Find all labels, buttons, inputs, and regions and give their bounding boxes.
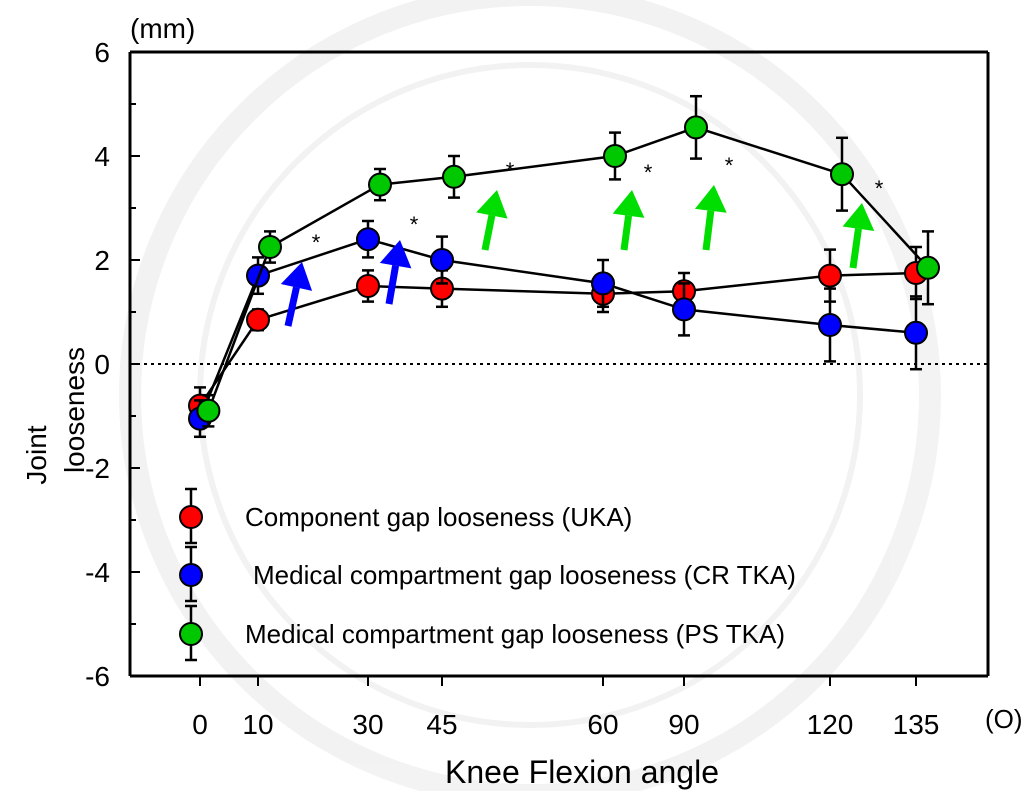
legend-label: Medical compartment gap looseness (CR TK… [253,560,796,590]
data-point [591,271,615,296]
x-axis-title: Knee Flexion angle [445,754,719,790]
data-point [818,263,842,288]
significance-star: * [725,153,734,178]
axes: 6 4 2 0 -2 -4 -6 0 10 30 45 60 90 120 135 [85,37,990,740]
x-unit-label: (O) [985,704,1023,734]
x-tick-label: 60 [587,709,618,740]
series-2 [188,219,928,439]
legend-item-1: Component gap looseness (UKA) [179,487,632,545]
data-point [356,274,380,298]
data-point [684,115,708,140]
arrow-shaft [284,286,300,327]
y-unit-label: (mm) [130,13,195,44]
data-point [672,297,696,322]
x-tick-label: 30 [352,709,383,740]
series-line [198,271,917,407]
series-layer: * * * * * * [188,94,940,439]
x-tick-label: 45 [426,709,457,740]
highlight-arrow [612,190,645,251]
y-axis-title-line1: Joint [21,425,52,484]
y-tick-label: -4 [85,557,110,588]
data-point [368,172,392,197]
legend-item-2: Medical compartment gap looseness (CR TK… [179,545,796,603]
arrow-head [280,262,313,291]
x-tick-label: 120 [807,709,854,740]
highlight-arrow [379,240,412,305]
arrow-shaft [702,210,715,251]
arrow-shaft [385,265,400,305]
data-point [246,307,270,332]
significance-star: * [875,176,884,201]
series-line [198,237,917,420]
data-point [196,398,221,423]
x-tick-label: 0 [192,709,208,740]
legend-item-3: Medical compartment gap looseness (PS TK… [179,604,785,662]
arrow-head [694,185,727,213]
data-point [603,144,627,168]
arrow-head [842,203,875,231]
legend: Component gap looseness (UKA) Medical com… [179,487,796,662]
highlight-arrow [280,262,313,327]
legend-marker [179,505,203,529]
series-3 [196,94,940,428]
y-tick-label: 2 [94,245,110,276]
arrows-layer [280,185,875,327]
data-point [258,235,282,259]
series-line [207,126,929,412]
legend-marker [179,563,203,587]
legend-marker [179,622,203,646]
y-tick-label: 4 [94,141,110,172]
data-point [916,255,940,280]
highlight-arrow [476,190,508,251]
x-tick-label: 135 [893,709,940,740]
x-tick-label: 90 [668,709,699,740]
significance-star: * [410,212,419,237]
arrow-head [476,190,508,219]
arrow-shaft [620,215,633,251]
y-axis-title-line2: looseness [59,347,90,473]
data-point [356,227,380,252]
arrow-head [612,190,645,218]
data-point [904,320,928,345]
arrow-shaft [481,214,496,251]
data-point [818,313,842,337]
y-tick-label: -2 [85,453,110,484]
significance-star: * [312,230,321,255]
highlight-arrow [842,203,875,269]
highlight-arrow [694,185,727,251]
x-tick-label: 10 [242,709,273,740]
y-tick-label: 6 [94,37,110,68]
significance-star: * [506,158,515,183]
seal-watermark [119,0,941,796]
arrow-shaft [849,228,862,269]
significance-star: * [644,160,653,185]
legend-label: Component gap looseness (UKA) [245,502,632,532]
y-tick-label: -6 [85,661,110,692]
data-point [442,164,466,189]
legend-label: Medical compartment gap looseness (PS TK… [245,619,785,649]
arrow-head [379,240,412,269]
data-point [430,248,454,272]
y-tick-label: 0 [94,349,110,380]
data-point [830,162,854,187]
